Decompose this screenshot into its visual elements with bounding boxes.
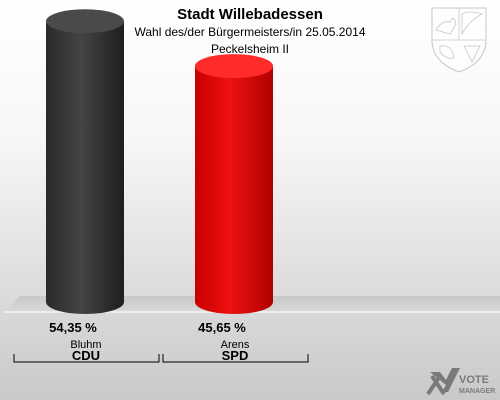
logo-text-manager: MANAGER [459,388,495,395]
party-label-cdu: CDU [72,348,100,363]
category-bracket-cdu [13,354,160,363]
logo-text-vote: VOTE [459,374,489,386]
bars-group [46,9,273,315]
candidate-label-spd: Arens [221,339,250,351]
vote-manager-logo: VOTE MANAGER [426,368,495,396]
party-label-spd: SPD [222,348,249,363]
value-label-spd: 45,65 % [198,320,246,335]
coat-of-arms-icon [431,7,487,73]
bar-spd [195,54,273,315]
chart-district: Peckelsheim II [211,42,289,56]
chart-title: Stadt Willebadessen [177,6,323,23]
value-label-cdu: 54,35 % [49,320,97,335]
candidate-label-cdu: Bluhm [70,339,101,351]
checkmark-x-icon [426,368,460,396]
bar-cdu [46,9,124,314]
chart-subtitle: Wahl des/der Bürgermeisters/in 25.05.201… [134,25,365,39]
category-bracket-spd [162,354,309,363]
